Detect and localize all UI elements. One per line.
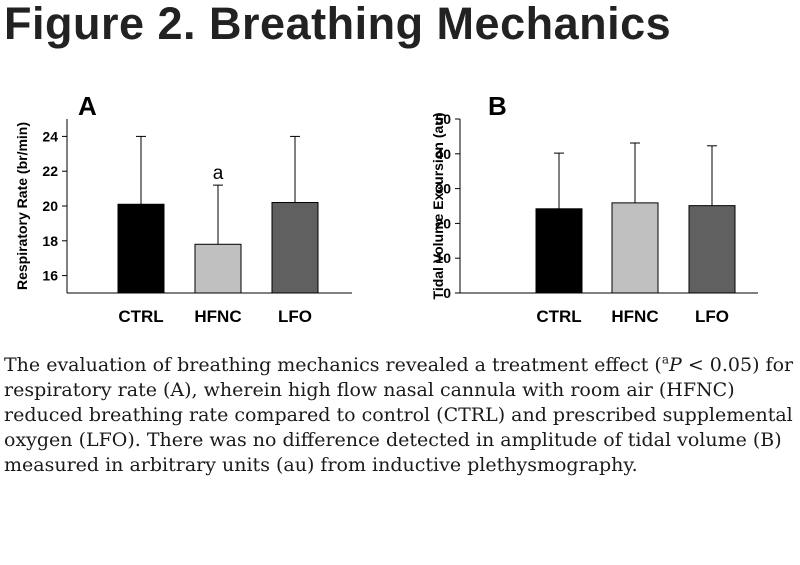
panel-b-ytick-label: 20 <box>435 215 451 231</box>
panel-b-ytick-label: 0 <box>443 285 451 301</box>
figure-title: Figure 2. Breathing Mechanics <box>4 0 672 49</box>
category-label: LFO <box>695 307 729 326</box>
category-label: HFNC <box>611 307 658 326</box>
caption-part-2: < 0.05) for respiratory rate (A), wherei… <box>4 354 794 476</box>
panel-a-ytick-label: 18 <box>42 233 58 249</box>
panel-a-ytick-label: 22 <box>42 163 58 179</box>
caption-italic-p: P <box>669 354 682 376</box>
panel-b-ytick-label: 30 <box>435 181 451 197</box>
caption-part-1: The evaluation of breathing mechanics re… <box>4 354 662 376</box>
bar-hfnc <box>194 243 242 294</box>
category-label: LFO <box>278 307 312 326</box>
panel-b-ytick-label: 40 <box>435 146 451 162</box>
charts-canvas: A 16 18 20 22 24 Respiratory Rate (br/min) CTRL… <box>14 91 758 326</box>
bar-ctrl <box>535 208 583 294</box>
caption-superscript: a <box>661 352 669 367</box>
bar-lfo <box>271 202 319 294</box>
panel-a-ytick-label: 24 <box>42 128 58 144</box>
bar-hfnc <box>611 202 659 294</box>
category-label: HFNC <box>194 307 241 326</box>
category-label: CTRL <box>118 307 163 326</box>
category-label: CTRL <box>536 307 581 326</box>
panel-a-label: A <box>78 91 97 121</box>
panel-b-ytick-label: 50 <box>435 111 451 127</box>
bar-ctrl <box>117 203 165 294</box>
panel-a-ytick-label: 16 <box>42 268 58 284</box>
bar-lfo <box>688 205 736 294</box>
panel-a-ylabel: Respiratory Rate (br/min) <box>14 122 30 290</box>
significance-annotation: a <box>213 163 224 184</box>
panel-b-label: B <box>488 91 507 121</box>
panel-b-ylabel: Tidal Volume Excursion (au) <box>430 113 446 300</box>
figure-caption: The evaluation of breathing mechanics re… <box>4 353 796 478</box>
panel-a-ytick-label: 20 <box>42 198 58 214</box>
panel-b-ytick-label: 10 <box>435 250 451 266</box>
